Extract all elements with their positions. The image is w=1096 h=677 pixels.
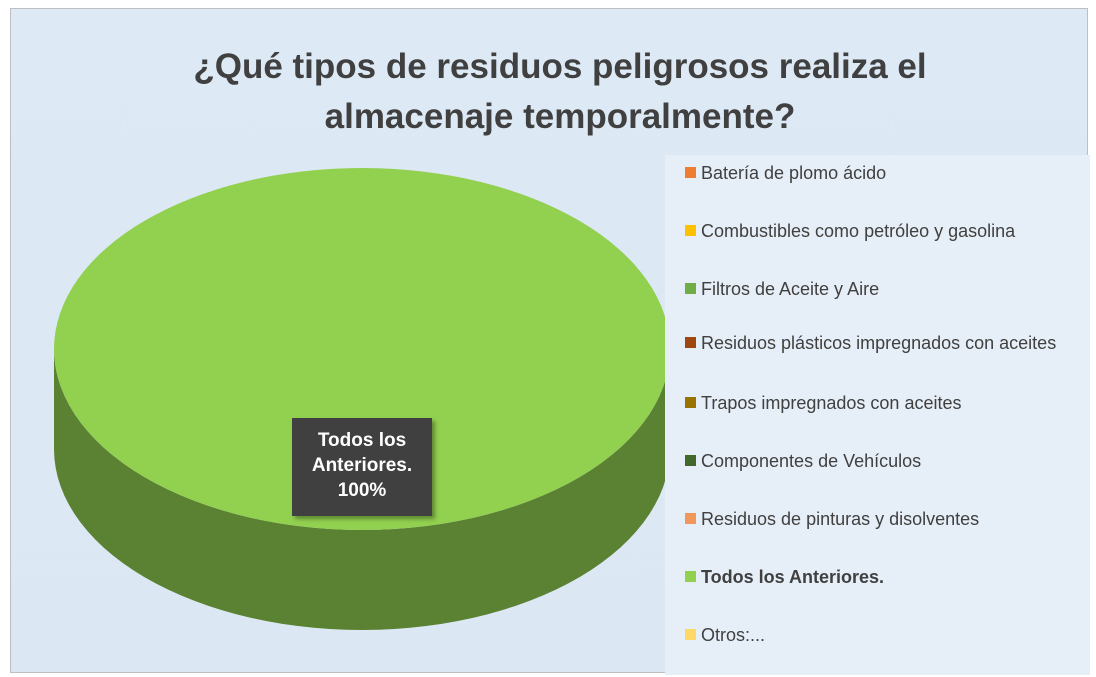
legend-label: Componentes de Vehículos <box>701 451 922 471</box>
legend-swatch <box>685 513 696 524</box>
legend-swatch <box>685 455 696 466</box>
legend-label: Batería de plomo ácido <box>701 163 887 183</box>
data-label: Todos los Anteriores. 100% <box>292 418 432 516</box>
legend-swatch <box>685 629 696 640</box>
pie-side <box>54 349 670 630</box>
legend-item: Trapos impregnados con aceites <box>685 392 1085 415</box>
data-label-category: Todos los Anteriores. <box>311 430 413 476</box>
legend-label: Residuos plásticos impregnados con aceit… <box>701 333 1057 353</box>
legend-swatch <box>685 397 696 408</box>
legend-item: Batería de plomo ácido <box>685 162 1085 185</box>
pie-slice <box>54 168 670 530</box>
legend-label: Trapos impregnados con aceites <box>701 393 962 413</box>
legend-item: Filtros de Aceite y Aire <box>685 278 1085 301</box>
legend-swatch <box>685 571 696 582</box>
legend-swatch <box>685 167 696 178</box>
legend-label: Residuos de pinturas y disolventes <box>701 509 980 529</box>
legend-label: Combustibles como petróleo y gasolina <box>701 221 1016 241</box>
legend-label: Todos los Anteriores. <box>701 567 885 587</box>
legend-swatch <box>685 225 696 236</box>
legend-label: Otros:... <box>701 625 766 645</box>
legend-swatch <box>685 283 696 294</box>
legend-item: Componentes de Vehículos <box>685 450 1085 473</box>
legend-item: Otros:... <box>685 624 1085 647</box>
legend-item: Residuos de pinturas y disolventes <box>685 508 1085 531</box>
legend-swatch <box>685 337 696 348</box>
legend: Batería de plomo ácido Combustibles como … <box>665 155 1090 675</box>
legend-item: Combustibles como petróleo y gasolina <box>685 220 1085 243</box>
legend-item: Residuos plásticos impregnados con aceit… <box>685 332 1085 355</box>
legend-label: Filtros de Aceite y Aire <box>701 279 880 299</box>
chart-title: ¿Qué tipos de residuos peligrosos realiz… <box>193 47 927 136</box>
legend-item: Todos los Anteriores. <box>685 566 1085 589</box>
data-label-value: 100% <box>337 480 387 501</box>
